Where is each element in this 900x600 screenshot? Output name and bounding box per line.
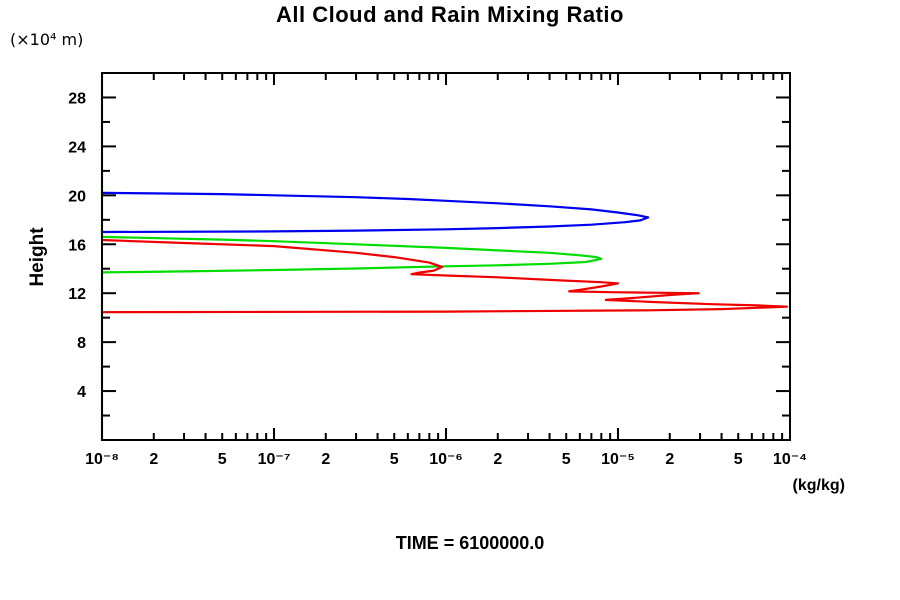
x-tick-label: 2 xyxy=(665,451,674,468)
x-tick-label: 10⁻⁵ xyxy=(601,451,635,468)
x-tick-label: 10⁻⁴ xyxy=(773,451,807,468)
y-tick-label: 8 xyxy=(77,335,86,352)
y-tick-labels: 4 8 12 16 20 24 28 xyxy=(68,90,86,401)
y-tick-label: 12 xyxy=(68,286,86,303)
x-tick-label: 10⁻⁶ xyxy=(429,451,463,468)
x-tick-label: 10⁻⁷ xyxy=(258,451,291,468)
x-tick-label: 2 xyxy=(149,451,158,468)
series-lines xyxy=(100,71,789,442)
x-tick-label: 5 xyxy=(562,451,571,468)
y-tick-label: 24 xyxy=(68,139,86,156)
plot-frame xyxy=(101,72,791,441)
y-tick-label: 16 xyxy=(68,237,86,254)
x-tick-label: 10⁻⁸ xyxy=(85,451,119,468)
x-tick-label: 5 xyxy=(734,451,743,468)
y-axis-unit-label: (×10⁴ m) xyxy=(10,30,84,49)
y-tick-label: 28 xyxy=(68,90,86,107)
series-line-blue-profile xyxy=(100,191,650,234)
x-tick-label: 2 xyxy=(321,451,330,468)
y-tick-label: 4 xyxy=(77,384,86,401)
series-line-green-profile xyxy=(100,71,603,442)
x-tick-label: 5 xyxy=(218,451,227,468)
series-line-red-profile xyxy=(100,238,789,314)
x-tick-label: 2 xyxy=(493,451,502,468)
axis-ticks xyxy=(101,73,791,440)
time-annotation: TIME = 6100000.0 xyxy=(395,533,545,553)
y-tick-label: 20 xyxy=(68,188,86,205)
x-tick-labels: 10⁻⁸ 2 5 10⁻⁷ 2 5 10⁻⁶ 2 5 10⁻⁵ 2 5 10⁻⁴ xyxy=(85,451,807,468)
x-tick-label: 5 xyxy=(390,451,399,468)
x-axis-unit-label: (kg/kg) xyxy=(792,477,845,494)
chart-title: All Cloud and Rain Mixing Ratio xyxy=(276,2,624,27)
